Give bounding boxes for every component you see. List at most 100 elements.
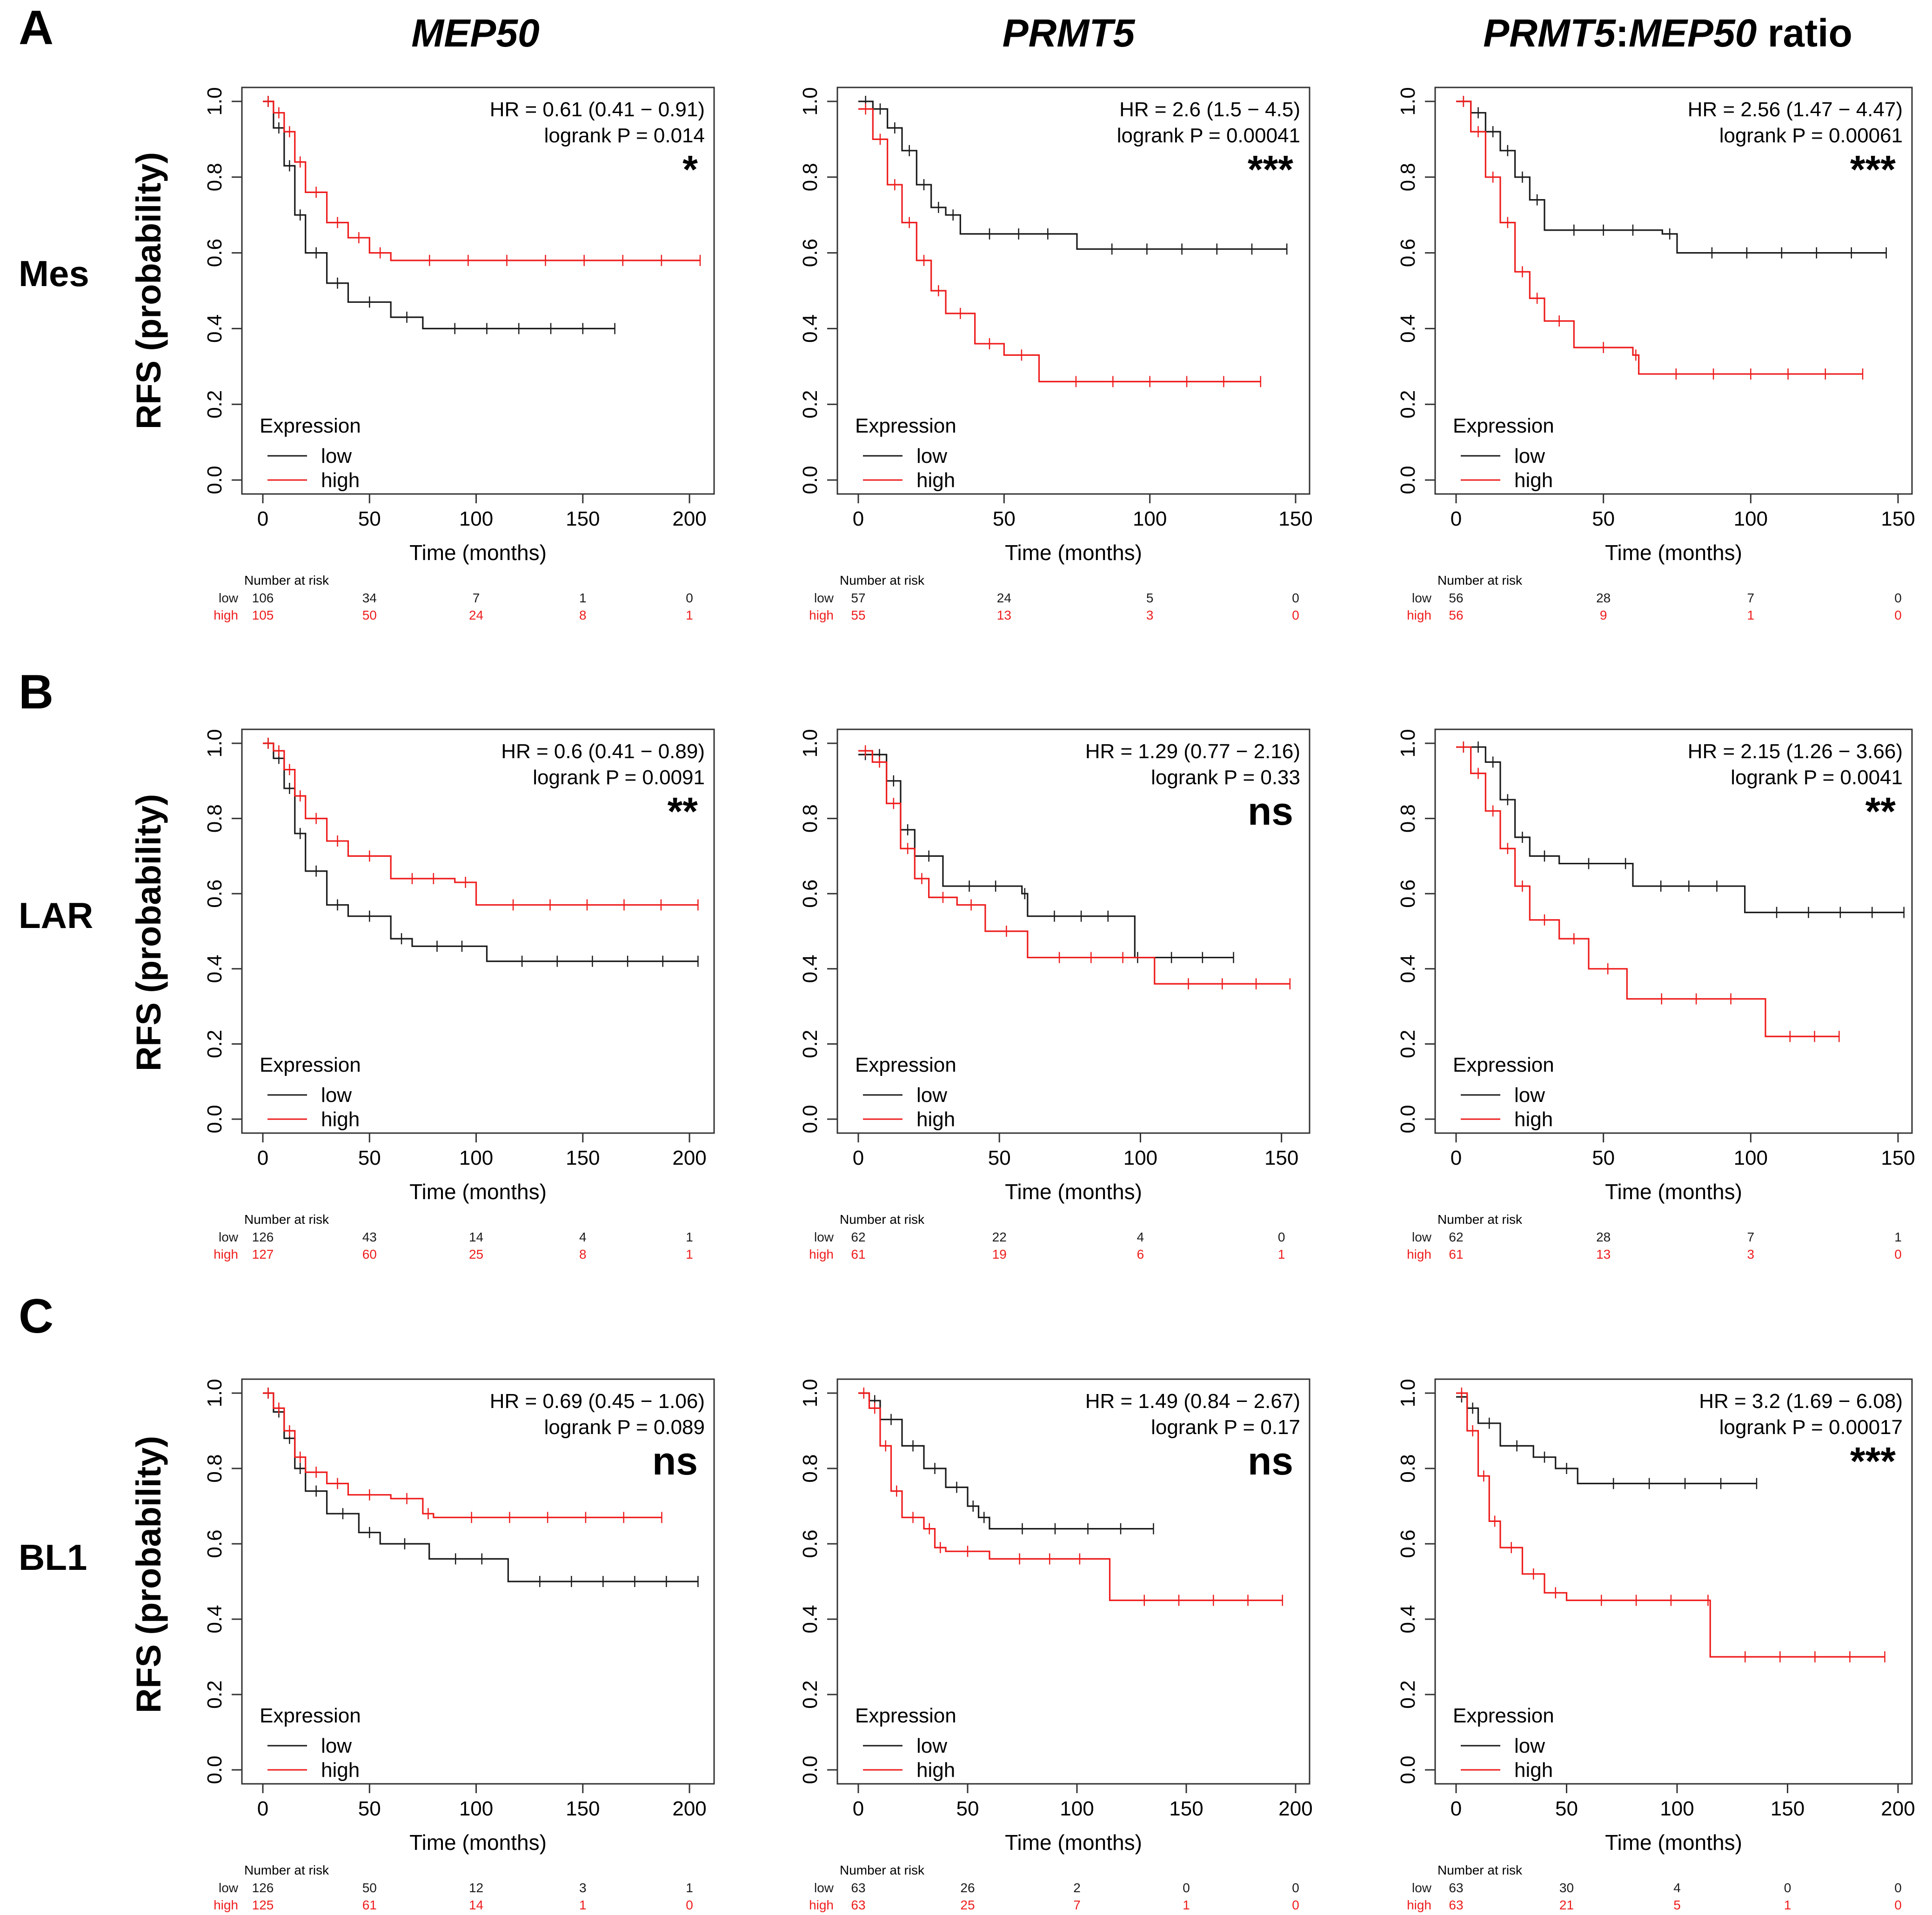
x-tick-label: 50 <box>358 1797 381 1820</box>
y-tick-label: 1.0 <box>799 87 822 115</box>
col-title-prmt5: PRMT5 <box>1003 11 1136 55</box>
risk-count-high: 13 <box>997 608 1011 622</box>
significance-marker: * <box>682 147 698 191</box>
y-tick-label: 0.8 <box>1397 1454 1419 1482</box>
significance-marker: ns <box>652 1439 698 1483</box>
risk-count-low: 7 <box>1747 1230 1755 1244</box>
x-tick-label: 150 <box>1264 1147 1298 1169</box>
y-tick-label: 0.2 <box>799 1030 822 1058</box>
risk-count-low: 5 <box>1146 591 1154 605</box>
x-tick-label: 200 <box>1881 1797 1915 1820</box>
plot-frame <box>836 728 1310 1134</box>
col-title-mep50: MEP50 <box>411 11 539 55</box>
risk-count-high: 24 <box>469 608 483 622</box>
legend-label-high: high <box>1514 1108 1553 1131</box>
risk-count-low: 28 <box>1596 1230 1611 1244</box>
risk-count-low: 62 <box>851 1230 865 1244</box>
risk-count-low: 3 <box>579 1881 587 1895</box>
risk-table-title: Number at risk <box>244 573 329 587</box>
x-tick-label: 100 <box>1123 1147 1157 1169</box>
risk-count-high: 14 <box>469 1898 483 1912</box>
logrank-p: logrank P = 0.00017 <box>1719 1416 1903 1439</box>
risk-count-low: 7 <box>1747 591 1755 605</box>
risk-row-label-low: low <box>814 1881 834 1895</box>
y-axis-label-b: RFS (probability) <box>129 794 168 1071</box>
risk-count-low: 0 <box>1784 1881 1792 1895</box>
km-curve-high <box>1456 100 1863 375</box>
y-tick-label: 0.8 <box>203 163 226 191</box>
subtype-label-mes: Mes <box>19 253 89 294</box>
plot-frame <box>1434 1378 1913 1785</box>
x-axis-label: Time (months) <box>1605 540 1742 565</box>
risk-count-low: 28 <box>1596 591 1611 605</box>
x-tick-label: 0 <box>1451 1797 1462 1820</box>
risk-count-high: 105 <box>252 608 274 622</box>
y-axis-label-c: RFS (probability) <box>129 1436 168 1713</box>
plot-frame <box>241 728 715 1134</box>
y-tick-label: 0.4 <box>799 314 822 343</box>
significance-marker: *** <box>1248 147 1293 191</box>
y-tick-label: 0.4 <box>799 1605 822 1633</box>
x-tick-label: 50 <box>993 507 1016 530</box>
risk-count-high: 8 <box>579 608 587 622</box>
risk-count-low: 1 <box>686 1881 693 1895</box>
risk-count-high: 6 <box>1137 1247 1144 1261</box>
y-tick-label: 0.8 <box>799 1454 822 1482</box>
legend-label-high: high <box>916 1759 955 1782</box>
legend-title: Expression <box>1453 1704 1554 1727</box>
km-curve-high <box>858 750 1290 985</box>
x-tick-label: 100 <box>1734 507 1768 530</box>
legend-label-high: high <box>1514 469 1553 492</box>
legend-title: Expression <box>855 1704 956 1727</box>
legend-label-low: low <box>1514 445 1545 467</box>
plot-frame <box>1434 87 1913 495</box>
risk-count-high: 9 <box>1600 608 1607 622</box>
x-tick-label: 50 <box>358 507 381 530</box>
legend-label-high: high <box>1514 1759 1553 1782</box>
risk-count-low: 0 <box>1292 1881 1299 1895</box>
hazard-ratio: HR = 2.6 (1.5 − 4.5) <box>1119 98 1300 121</box>
col-title-ratio-part-1: : <box>1616 11 1629 55</box>
risk-count-low: 0 <box>686 591 693 605</box>
x-tick-label: 150 <box>1278 507 1312 530</box>
hazard-ratio: HR = 2.15 (1.26 − 3.66) <box>1688 740 1903 763</box>
x-axis-label: Time (months) <box>1605 1180 1742 1204</box>
risk-count-high: 21 <box>1559 1898 1574 1912</box>
risk-count-high: 60 <box>362 1247 377 1261</box>
legend-label-low: low <box>1514 1735 1545 1757</box>
y-tick-label: 0.6 <box>799 1529 822 1558</box>
y-tick-label: 0.6 <box>1397 1529 1419 1558</box>
x-tick-label: 0 <box>1451 1147 1462 1169</box>
risk-count-low: 12 <box>469 1881 483 1895</box>
y-tick-label: 0.0 <box>203 466 226 494</box>
y-tick-label: 1.0 <box>203 729 226 757</box>
y-tick-label: 0.2 <box>1397 1030 1419 1058</box>
x-tick-label: 150 <box>566 507 600 530</box>
risk-count-high: 1 <box>1278 1247 1285 1261</box>
risk-count-low: 14 <box>469 1230 483 1244</box>
y-tick-label: 0.6 <box>1397 880 1419 908</box>
risk-row-label-low: low <box>814 1230 834 1244</box>
y-tick-label: 1.0 <box>799 1379 822 1407</box>
x-tick-label: 0 <box>1451 507 1462 530</box>
x-tick-label: 50 <box>988 1147 1011 1169</box>
y-tick-label: 0.8 <box>203 1454 226 1482</box>
col-title-ratio-part-2: MEP50 <box>1629 11 1757 55</box>
x-tick-label: 50 <box>1592 1147 1615 1169</box>
risk-count-high: 1 <box>1183 1898 1190 1912</box>
risk-table-title: Number at risk <box>1437 1863 1523 1877</box>
risk-count-high: 0 <box>1292 608 1299 622</box>
risk-count-low: 63 <box>1449 1881 1463 1895</box>
risk-count-low: 62 <box>1449 1230 1463 1244</box>
risk-count-high: 63 <box>1449 1898 1463 1912</box>
risk-count-high: 3 <box>1146 608 1154 622</box>
risk-row-label-low: low <box>219 1881 239 1895</box>
risk-count-low: 56 <box>1449 591 1463 605</box>
risk-count-high: 13 <box>1596 1247 1611 1261</box>
risk-count-low: 63 <box>851 1881 865 1895</box>
risk-count-high: 0 <box>1894 1247 1902 1261</box>
logrank-p: logrank P = 0.00061 <box>1719 124 1903 147</box>
risk-row-label-low: low <box>814 591 834 605</box>
